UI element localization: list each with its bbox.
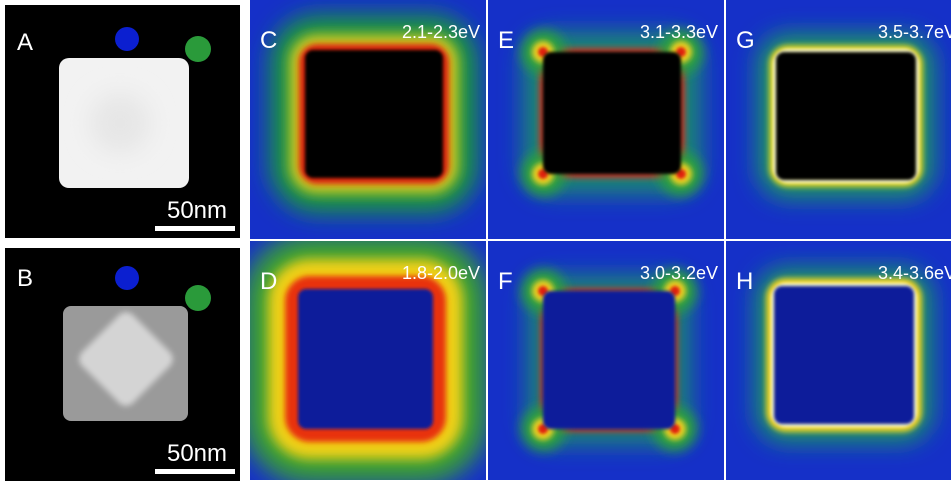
energy-range: 3.0-3.2eV [640, 263, 718, 283]
green-marker [185, 36, 211, 62]
energy-range: 3.1-3.3eV [640, 22, 718, 42]
scale-bar [155, 226, 235, 231]
scale-bar-label: 50nm [167, 440, 227, 467]
scale-bar-label: 50nm [167, 197, 227, 224]
panel-label: E [498, 27, 514, 54]
panel-label: C [260, 27, 277, 54]
panel-label: F [498, 268, 513, 295]
map-interior [543, 291, 675, 429]
panel-label: B [17, 265, 33, 292]
panel-label: G [736, 27, 755, 54]
blue-marker [115, 27, 139, 51]
figure: A 50nm B 50nm C 2.1-2.3eV E 3.1-3.3eV G 3.5-3.7eV… [0, 0, 951, 485]
energy-range: 3.5-3.7eV [878, 22, 951, 42]
spectral-map: D 1.8-2.0eV [250, 241, 486, 480]
blue-marker [115, 266, 139, 290]
map-interior [543, 52, 681, 174]
map-interior [776, 52, 916, 180]
energy-range: 2.1-2.3eV [402, 22, 480, 42]
green-marker [185, 285, 211, 311]
image-panel: B 50nm [5, 248, 240, 481]
spectral-map: G 3.5-3.7eV [726, 0, 951, 239]
panel-label: A [17, 29, 33, 56]
spectral-map: C 2.1-2.3eV [250, 0, 486, 239]
map-interior [774, 286, 914, 424]
spectral-map: F 3.0-3.2eV [488, 241, 724, 480]
core-shade [90, 93, 150, 153]
image-panel: A 50nm [5, 5, 240, 238]
map-interior [305, 50, 443, 178]
energy-range: 1.8-2.0eV [402, 263, 480, 283]
spectral-map: H 3.4-3.6eV [726, 241, 951, 480]
map-interior [298, 289, 433, 429]
scale-bar [155, 469, 235, 474]
panel-label: D [260, 268, 277, 295]
spectral-map: E 3.1-3.3eV [488, 0, 724, 239]
energy-range: 3.4-3.6eV [878, 263, 951, 283]
panel-label: H [736, 268, 753, 295]
